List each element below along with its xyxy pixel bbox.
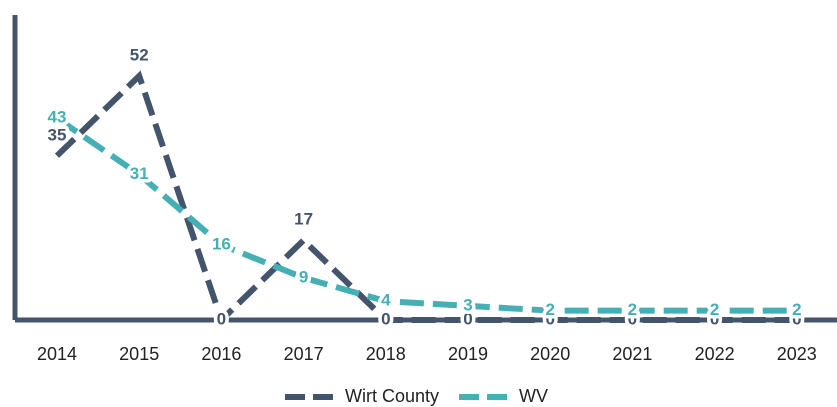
data-label: 31 [130,164,149,183]
data-label: 0 [381,309,390,328]
x-tick-label: 2019 [448,344,488,364]
data-label: 52 [130,45,149,64]
x-tick-label: 2014 [37,344,77,364]
data-label: 2 [628,300,637,319]
data-label: 17 [294,210,313,229]
data-label: 35 [48,125,67,144]
data-label: 0 [628,309,637,328]
x-tick-label: 2023 [777,344,817,364]
series-line [55,115,797,314]
data-label: 16 [212,234,231,253]
x-tick-label: 2021 [612,344,652,364]
data-label: 4 [381,291,391,310]
data-label: 0 [463,309,472,328]
data-label: 0 [217,309,226,328]
data-label: 2 [545,300,554,319]
data-label: 0 [545,309,554,328]
data-label: 2 [792,300,801,319]
legend-label: WV [519,386,548,406]
data-label: 0 [792,309,801,328]
x-tick-label: 2022 [695,344,735,364]
x-tick-label: 2015 [119,344,159,364]
legend-label: Wirt County [345,386,439,406]
x-tick-label: 2016 [201,344,241,364]
data-label: 43 [48,108,67,127]
x-tick-label: 2020 [530,344,570,364]
data-label: 2 [710,300,719,319]
data-label: 0 [710,309,719,328]
data-label: 3 [463,295,472,314]
data-label: 9 [299,267,308,286]
x-tick-label: 2017 [284,344,324,364]
x-tick-label: 2018 [366,344,406,364]
